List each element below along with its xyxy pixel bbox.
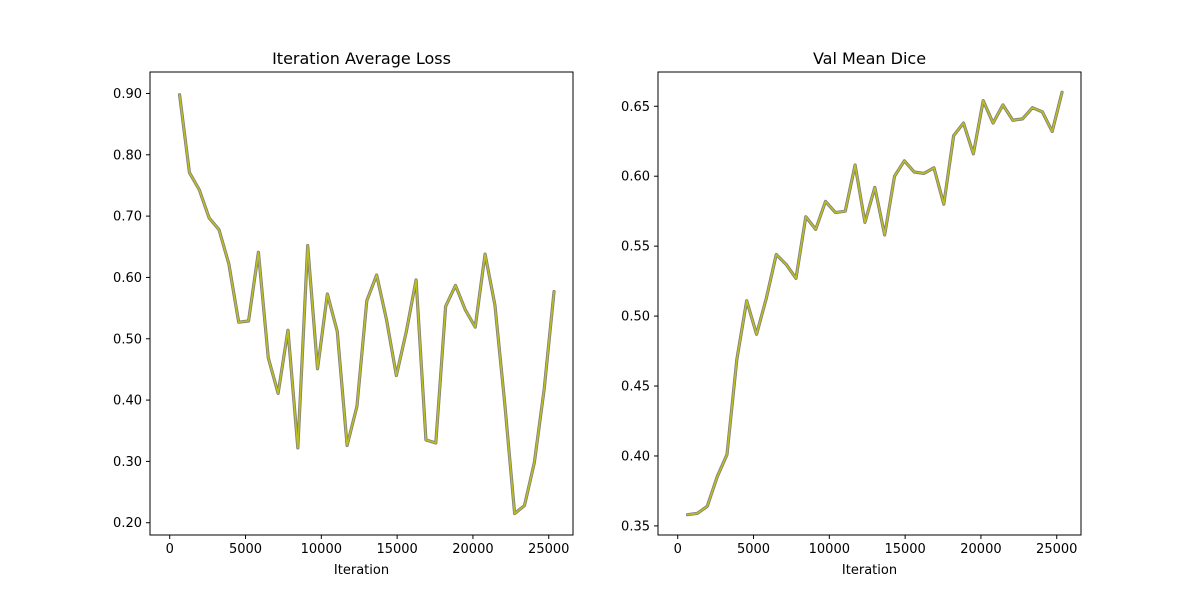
dice-x-tick-label: 15000 [884, 542, 925, 557]
dice-y-tick-label: 0.45 [621, 380, 650, 395]
loss-y-tick-label: 0.70 [113, 210, 142, 225]
dice-y-tick-label: 0.40 [621, 449, 650, 464]
loss-x-tick-label: 5000 [229, 542, 262, 557]
loss-x-tick-label: 10000 [301, 542, 342, 557]
loss-chart-title: Iteration Average Loss [272, 49, 451, 68]
dice-x-tick-label: 25000 [1036, 542, 1077, 557]
dice-x-axis-label: Iteration [842, 563, 897, 578]
dice-y-tick-label: 0.35 [621, 519, 650, 534]
loss-plot-frame [149, 71, 574, 536]
loss-y-tick-label: 0.30 [113, 455, 142, 470]
dice-x-tick-label: 20000 [960, 542, 1001, 557]
dice-series-line [686, 91, 1063, 516]
loss-y-tick-label: 0.80 [113, 148, 142, 163]
dice-chart: 0 5000 10000 15000 20000 25000 0.35 0.40 0.45 0.5… [621, 49, 1082, 578]
dice-y-tick-label: 0.55 [621, 240, 650, 255]
loss-x-tick-label: 25000 [528, 542, 569, 557]
dice-series-shadow [685, 90, 1064, 517]
loss-x-axis-label: Iteration [334, 563, 389, 578]
dice-y-tick-label: 0.60 [621, 170, 650, 185]
dice-x-tick-label: 10000 [809, 542, 850, 557]
dice-plot-frame [657, 71, 1082, 536]
loss-series-line [178, 93, 555, 515]
dice-y-tick-label: 0.65 [621, 100, 650, 115]
loss-y-tick-label: 0.50 [113, 332, 142, 347]
loss-x-tick-label: 15000 [376, 542, 417, 557]
loss-y-tick-label: 0.60 [113, 271, 142, 286]
dice-x-tick-label: 0 [674, 542, 682, 557]
dice-y-tick-label: 0.50 [621, 310, 650, 325]
loss-x-tick-label: 20000 [452, 542, 493, 557]
loss-x-tick-label: 0 [166, 542, 174, 557]
dice-x-tick-label: 5000 [737, 542, 770, 557]
dice-chart-title: Val Mean Dice [813, 49, 926, 68]
loss-y-tick-label: 0.90 [113, 87, 142, 102]
loss-y-tick-label: 0.20 [113, 516, 142, 531]
loss-chart: 0 5000 10000 15000 20000 25000 0.20 0.30 0.40 0.5… [113, 49, 574, 578]
loss-y-tick-label: 0.40 [113, 394, 142, 409]
